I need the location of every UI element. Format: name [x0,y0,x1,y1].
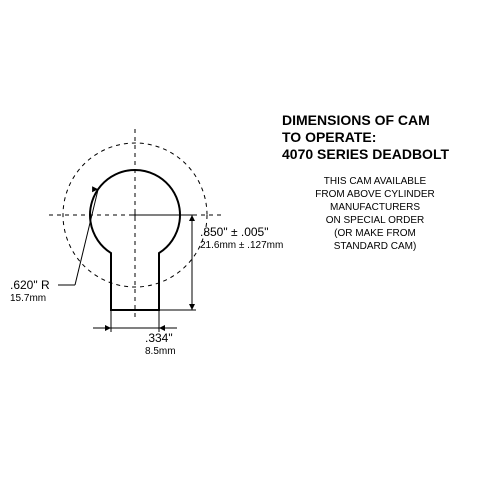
dim-height-in: .850" ± .005" [200,225,283,240]
note-l6: STANDARD CAM) [300,240,450,253]
note-l3: MANUFACTURERS [300,201,450,214]
dim-height-mm: 21.6mm ± .127mm [200,240,283,253]
dim-radius-in: .620" R [10,278,50,293]
dim-width: .334" 8.5mm [145,331,176,359]
dim-radius: .620" R 15.7mm [10,278,50,306]
title-block: DIMENSIONS OF CAM TO OPERATE: 4070 SERIE… [282,112,449,162]
title-line-2: TO OPERATE: [282,129,449,146]
note-l1: THIS CAM AVAILABLE [300,175,450,188]
note-l2: FROM ABOVE CYLINDER [300,188,450,201]
note-l5: (OR MAKE FROM [300,227,450,240]
title-line-1: DIMENSIONS OF CAM [282,112,449,129]
dim-width-in: .334" [145,331,176,346]
title-line-3: 4070 SERIES DEADBOLT [282,146,449,163]
dim-height: .850" ± .005" 21.6mm ± .127mm [200,225,283,253]
note-l4: ON SPECIAL ORDER [300,214,450,227]
note-block: THIS CAM AVAILABLE FROM ABOVE CYLINDER M… [300,175,450,253]
dim-width-mm: 8.5mm [145,346,176,359]
dim-radius-mm: 15.7mm [10,293,50,306]
